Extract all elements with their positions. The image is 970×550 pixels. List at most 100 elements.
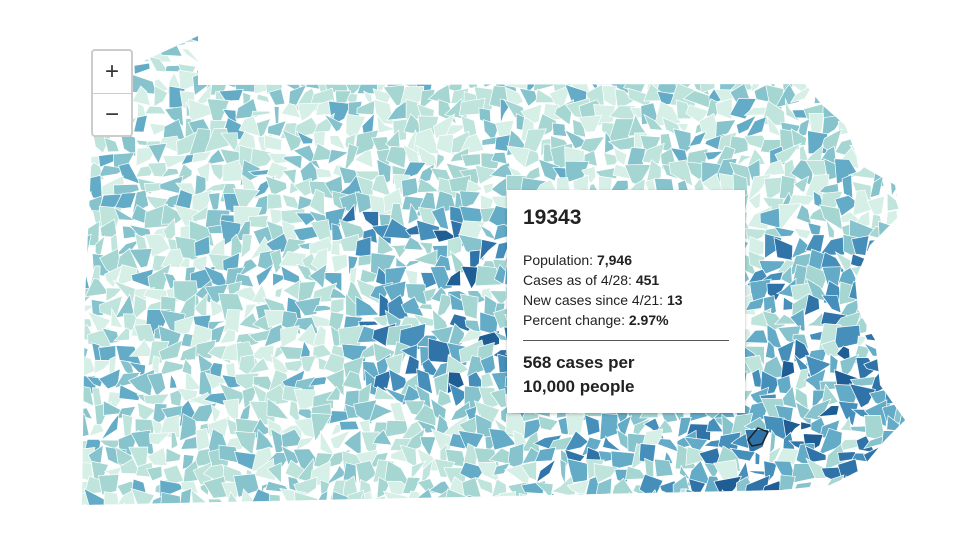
map-region	[848, 63, 869, 77]
map-region	[283, 359, 307, 372]
map-region	[106, 36, 127, 48]
map-region	[207, 192, 221, 214]
map-region	[803, 495, 832, 505]
map-region	[604, 62, 623, 82]
map-region	[882, 464, 905, 479]
map-region	[729, 447, 756, 462]
map-region	[323, 52, 347, 75]
map-region	[83, 220, 100, 247]
map-region	[742, 345, 765, 367]
row-value: 2.97%	[628, 312, 669, 328]
map-region	[868, 100, 892, 122]
map-region	[894, 189, 905, 218]
tooltip-row: Cases as of 4/28: 451	[523, 270, 729, 290]
map-region	[894, 159, 905, 178]
map-region	[736, 154, 753, 167]
map-region	[459, 190, 481, 209]
map-region	[169, 372, 178, 389]
map-region	[549, 36, 577, 49]
zoom-out[interactable]: −	[104, 101, 119, 128]
map-region	[646, 57, 656, 76]
map-region	[717, 511, 741, 529]
map-region	[896, 115, 905, 142]
map-region	[704, 504, 727, 505]
zoom-in[interactable]: +	[93, 51, 131, 94]
map-region	[88, 423, 105, 437]
map-region	[869, 175, 884, 199]
map-region	[403, 236, 424, 251]
map-region	[105, 287, 124, 302]
map-region	[672, 128, 692, 158]
map-region	[274, 287, 283, 298]
map-region	[482, 182, 494, 195]
map-region	[654, 458, 674, 478]
map-region	[494, 240, 511, 260]
map-region	[82, 203, 89, 222]
map-region	[778, 203, 803, 233]
map-region	[550, 63, 574, 79]
map-region	[677, 36, 695, 52]
map-region	[159, 175, 184, 194]
map-region	[226, 36, 235, 42]
map-region	[147, 36, 168, 43]
map-region	[889, 172, 904, 198]
map-region	[459, 293, 479, 320]
map-region	[295, 436, 316, 452]
map-region	[354, 58, 377, 80]
map-region	[791, 38, 815, 66]
map-region	[806, 71, 826, 93]
map-region	[442, 36, 465, 52]
map-region	[734, 53, 750, 80]
map-region	[901, 129, 905, 149]
map-region	[131, 294, 147, 323]
map-region	[165, 447, 182, 463]
map-region	[176, 508, 201, 522]
map-region	[896, 368, 905, 391]
map-region	[593, 43, 618, 66]
map-region	[697, 36, 717, 51]
map-region	[210, 324, 227, 345]
map-region	[689, 60, 709, 81]
map-region	[82, 118, 92, 137]
map-region	[887, 83, 904, 107]
map-region	[747, 236, 765, 257]
map-region	[356, 36, 373, 45]
map-region	[323, 113, 344, 133]
map-region	[793, 368, 810, 392]
map-region	[824, 82, 842, 104]
map-region	[821, 294, 842, 314]
map-region	[324, 272, 343, 293]
map-region	[327, 148, 350, 165]
map-region	[878, 279, 901, 307]
map-region	[602, 435, 622, 452]
map-region	[715, 97, 733, 120]
map-region	[812, 508, 828, 529]
map-region	[533, 42, 562, 55]
map-region	[601, 36, 621, 45]
map-region	[653, 100, 682, 127]
map-region	[82, 191, 93, 212]
map-region	[385, 145, 408, 169]
map-region	[788, 194, 817, 206]
map-region	[296, 36, 321, 47]
map-region	[813, 84, 824, 104]
map-region	[110, 307, 124, 329]
map-region	[130, 268, 154, 288]
map-region	[533, 54, 557, 75]
map-region	[255, 36, 267, 52]
map-region	[784, 98, 801, 123]
map-region	[117, 36, 141, 43]
map-region	[825, 219, 835, 239]
map-region	[317, 36, 334, 53]
map-region	[520, 461, 538, 482]
map-region	[893, 248, 905, 276]
map-region	[848, 383, 877, 409]
map-region	[866, 296, 892, 320]
map-region	[128, 248, 153, 269]
map-region	[865, 238, 891, 252]
map-region	[198, 44, 216, 64]
map-region	[507, 504, 526, 505]
map-region	[633, 508, 649, 530]
map-region	[82, 175, 89, 201]
map-region	[851, 485, 871, 501]
